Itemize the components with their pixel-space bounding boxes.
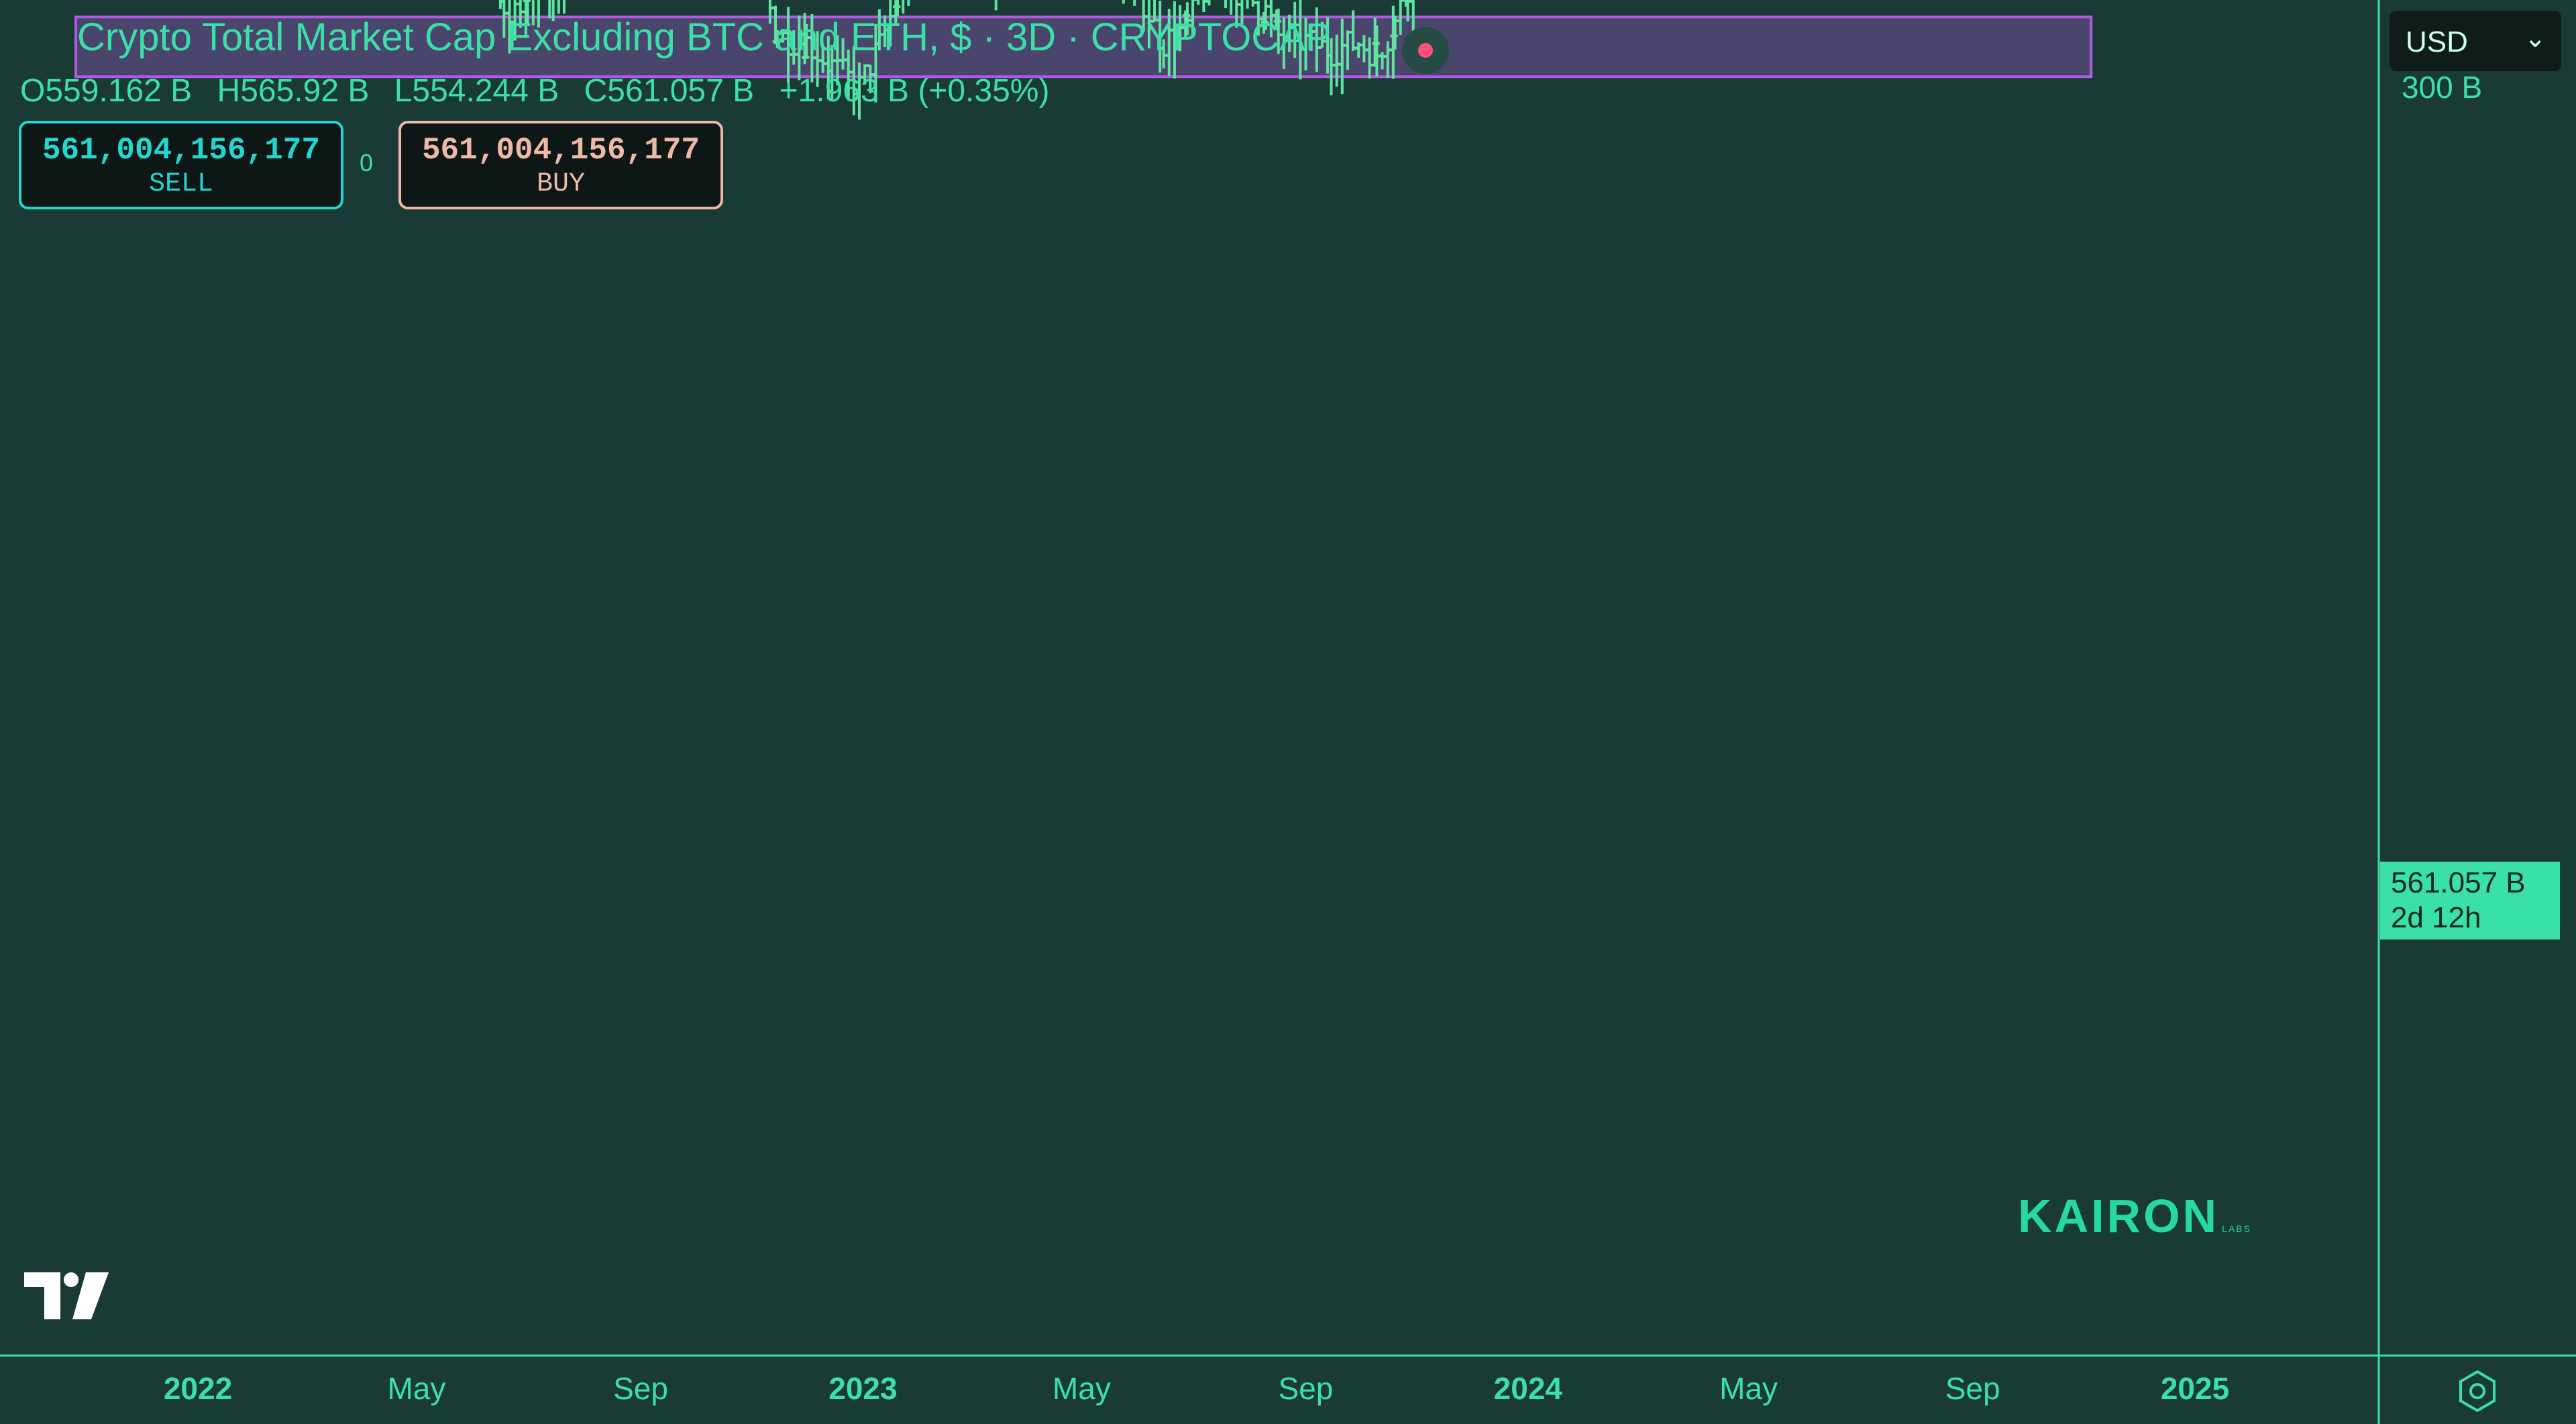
buy-button[interactable]: 561,004,156,177 BUY xyxy=(398,121,723,209)
zones-layer xyxy=(74,15,2093,79)
price-bar xyxy=(1408,0,1415,32)
lower-zone[interactable] xyxy=(74,15,2093,79)
price-bar xyxy=(1204,0,1211,6)
kairon-watermark: KAIRON LABS xyxy=(2018,1189,2251,1243)
ohlc-high: H565.92 B xyxy=(217,73,370,109)
tradingview-logo-icon[interactable] xyxy=(24,1272,109,1323)
price-bar xyxy=(531,0,535,26)
price-bar xyxy=(893,0,900,17)
bar-countdown: 2d 12h xyxy=(2391,901,2481,934)
time-tick-label: May xyxy=(387,1371,445,1406)
price-tick-label: 300 B xyxy=(2402,70,2482,105)
price-bar xyxy=(551,0,555,21)
currency-select[interactable]: USD ⌄ xyxy=(2390,11,2561,71)
ohlc-close: C561.057 B xyxy=(584,73,755,109)
sell-button[interactable]: 561,004,156,177 SELL xyxy=(19,121,343,209)
price-bar xyxy=(1401,0,1407,7)
time-tick-label: Sep xyxy=(1279,1371,1334,1406)
price-bars xyxy=(498,0,1415,120)
price-bar xyxy=(902,0,905,14)
time-tick-label: 2022 xyxy=(164,1371,232,1406)
price-bar xyxy=(1237,0,1244,27)
time-tick-label: May xyxy=(1053,1371,1111,1406)
price-bar xyxy=(1193,0,1200,5)
price-axis-labels[interactable]: 300 B400 B500 B600 B700 B800 B900 B1 T1.… xyxy=(2402,0,2482,105)
price-bar xyxy=(907,0,910,6)
price-bar xyxy=(994,0,998,11)
price-bar xyxy=(1122,0,1125,4)
price-bar xyxy=(1246,0,1249,9)
time-tick-label: 2025 xyxy=(2161,1371,2229,1406)
ohlc-low: L554.244 B xyxy=(394,73,559,109)
currency-value: USD xyxy=(2406,26,2468,58)
time-tick-label: Sep xyxy=(613,1371,668,1406)
ohlc-open: O559.162 B xyxy=(20,73,193,109)
price-bar xyxy=(1188,0,1198,38)
time-axis-labels[interactable]: 2022 May Sep 2023 May Sep 2024 May Sep 2025 xyxy=(164,1371,2229,1406)
price-bar xyxy=(562,0,566,14)
kairon-text: KAIRON xyxy=(2018,1190,2220,1242)
price-bar xyxy=(523,0,529,25)
sell-price: 561,004,156,177 xyxy=(42,133,321,168)
time-tick-label: 2024 xyxy=(1494,1371,1563,1406)
buy-price: 561,004,156,177 xyxy=(421,133,700,168)
price-bar xyxy=(548,0,551,19)
price-bar xyxy=(1133,0,1136,6)
last-price-value: 561.057 B xyxy=(2391,866,2526,899)
last-price-tag: 561.057 B 2d 12h xyxy=(2380,862,2560,939)
chart-title: Crypto Total Market Cap Excluding BTC an… xyxy=(77,15,1332,59)
live-indicator-icon xyxy=(1402,27,1449,74)
price-bar xyxy=(1224,0,1227,9)
time-tick-label: Sep xyxy=(1945,1371,2000,1406)
ohlc-readout: O559.162 B H565.92 B L554.244 B C561.057… xyxy=(20,72,1065,109)
price-bar xyxy=(537,0,540,28)
time-tick-label: 2023 xyxy=(828,1371,897,1406)
chevron-down-icon: ⌄ xyxy=(2524,23,2546,53)
buy-label: BUY xyxy=(536,169,585,199)
price-bar xyxy=(1230,0,1233,15)
gear-icon[interactable] xyxy=(2455,1369,2500,1417)
kairon-sub: LABS xyxy=(2222,1223,2251,1234)
price-bar xyxy=(557,0,560,14)
time-tick-label: May xyxy=(1719,1371,1778,1406)
spread-value: 0 xyxy=(360,149,374,176)
sell-label: SELL xyxy=(148,169,213,199)
ohlc-change: +1.963 B (+0.35%) xyxy=(779,73,1050,109)
